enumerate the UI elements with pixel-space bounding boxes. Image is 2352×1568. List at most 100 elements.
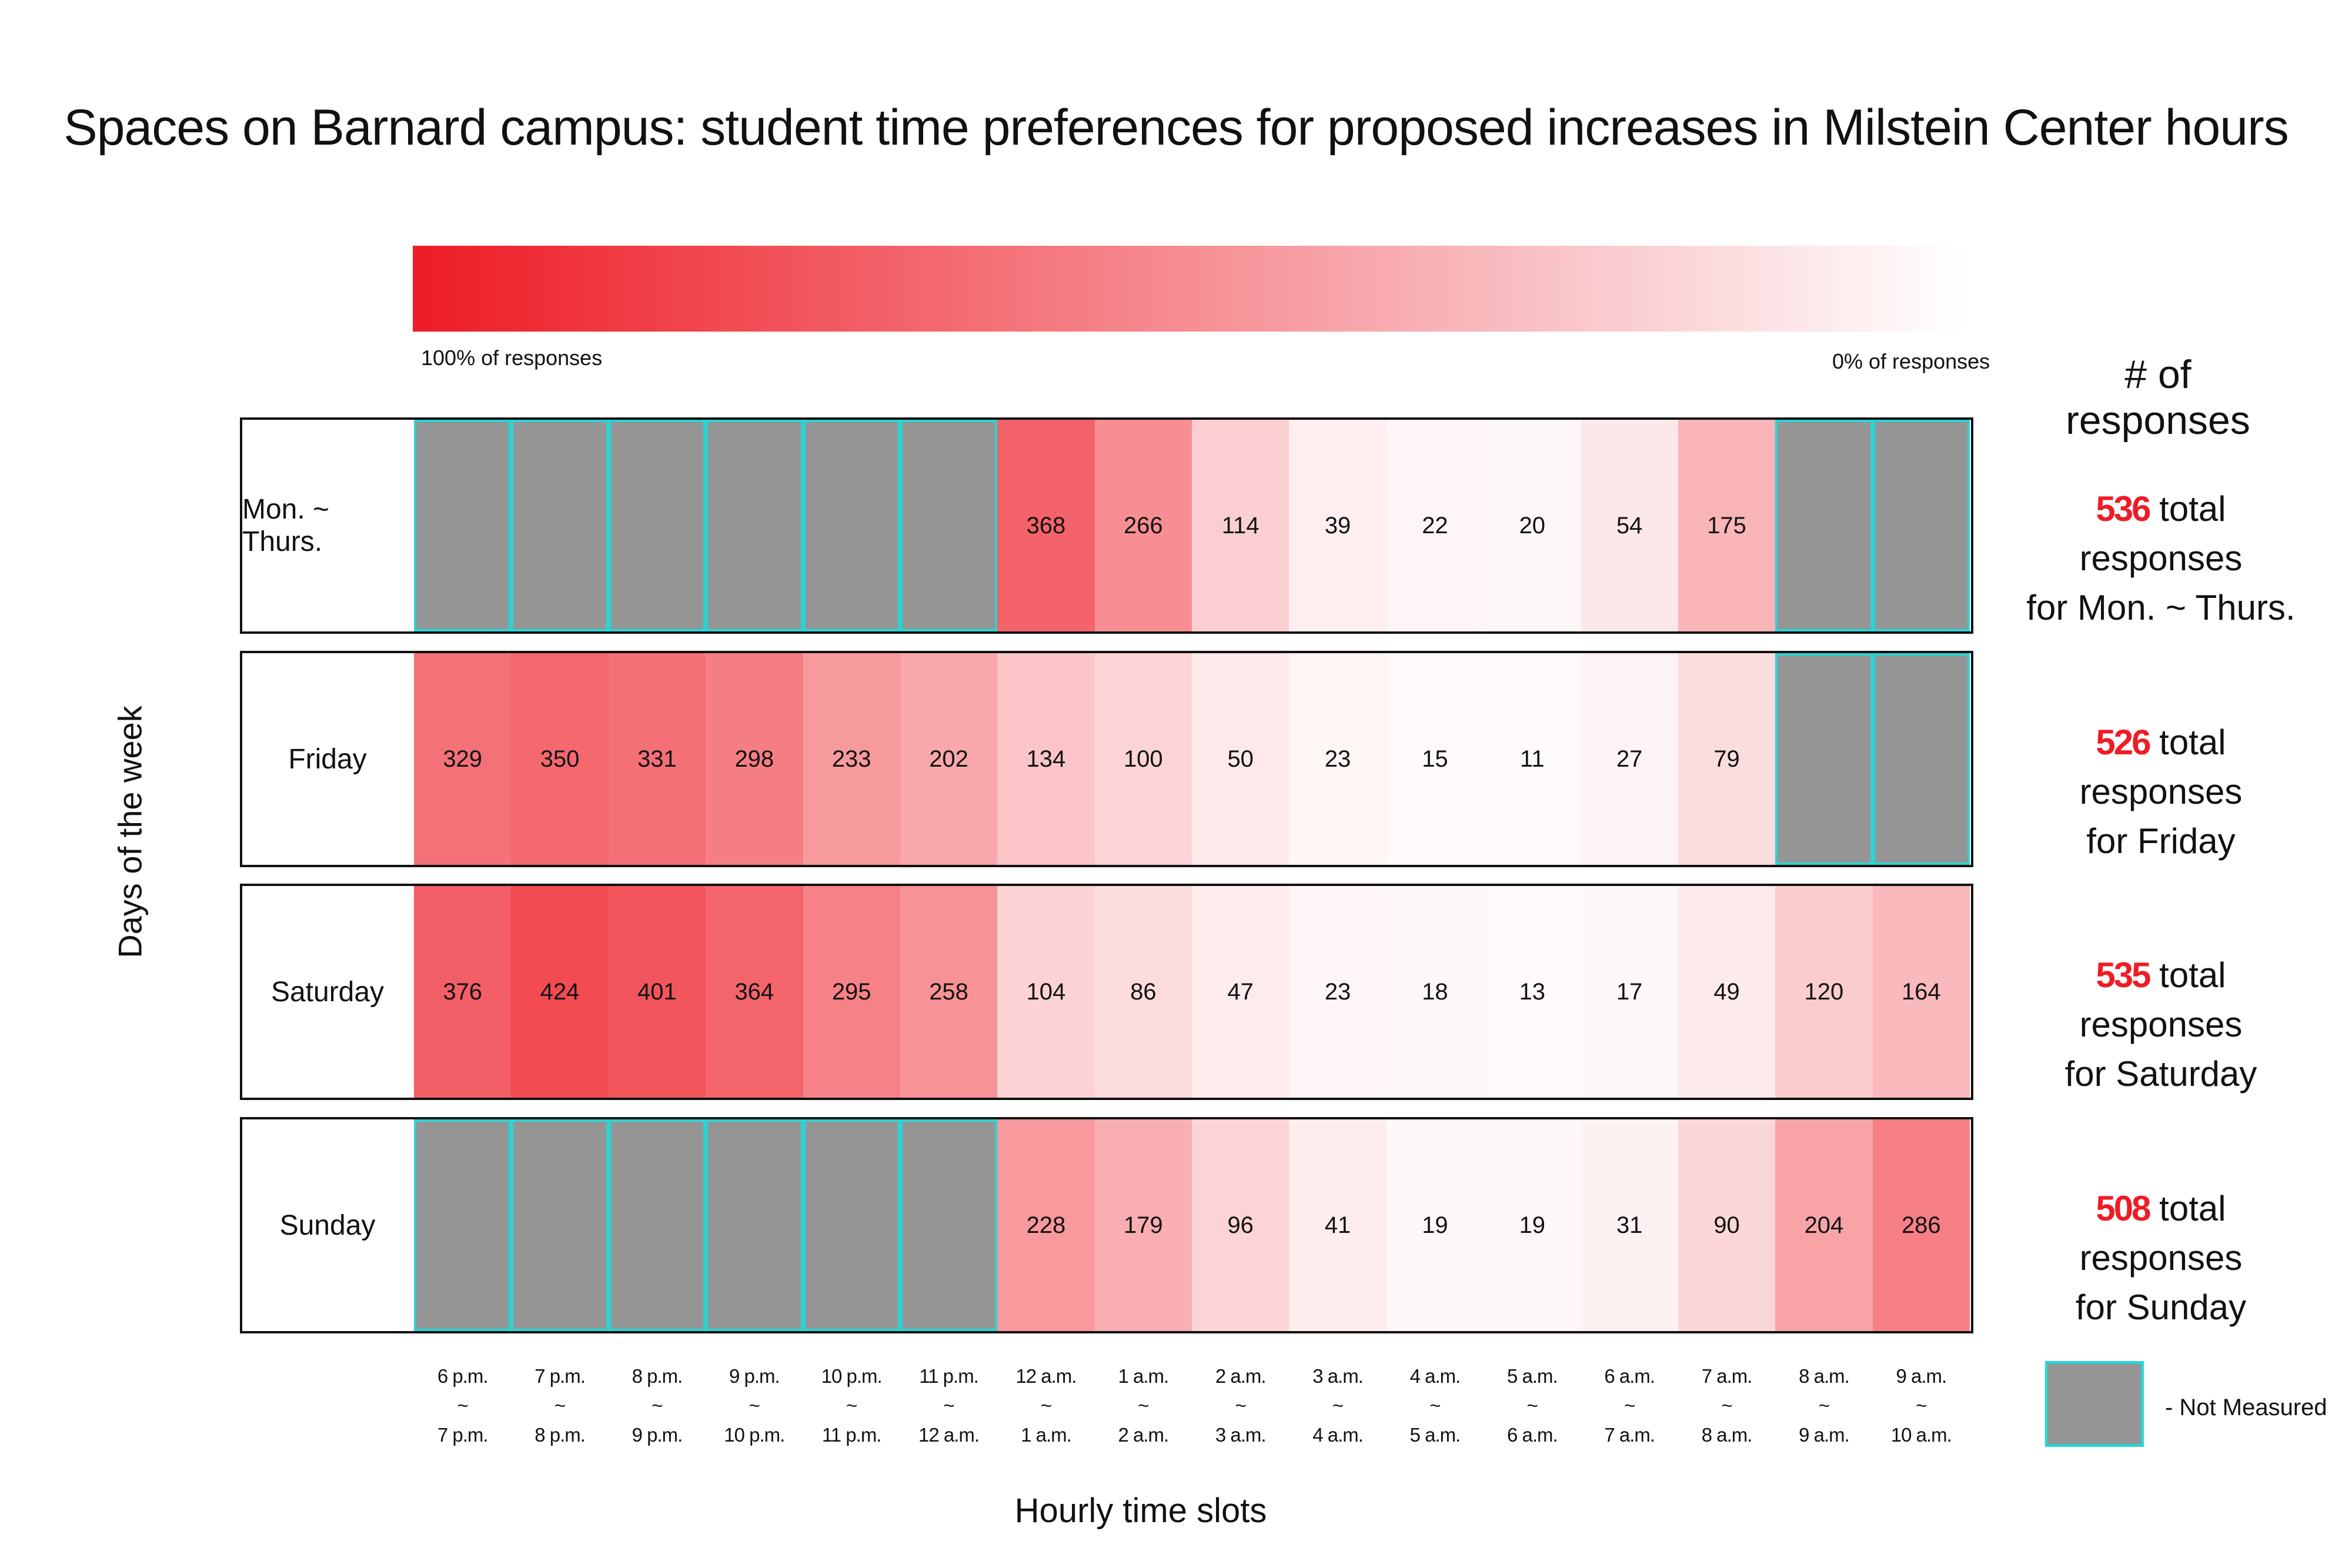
heatmap-cell: 329 (414, 653, 512, 865)
x-tick-label: 12 a.m. ~1 a.m. (999, 1362, 1093, 1450)
heatmap-cell: 364 (706, 886, 803, 1098)
heatmap-cell: 31 (1581, 1119, 1678, 1331)
total-text: total responses (2079, 723, 2243, 811)
x-tick-start: 9 p.m. (729, 1365, 780, 1387)
x-tick-start: 2 a.m. (1215, 1365, 1267, 1387)
x-tick-separator: ~ (1235, 1395, 1247, 1416)
x-tick-separator: ~ (1040, 1395, 1052, 1416)
not-measured-label: - Not Measured (2165, 1395, 2327, 1420)
x-axis-label: Hourly time slots (1014, 1492, 1267, 1530)
heatmap-cell-not-measured (803, 1119, 900, 1331)
heatmap-cell: 120 (1775, 886, 1873, 1098)
heatmap-cell: 424 (511, 886, 609, 1098)
x-tick-start: 4 a.m. (1409, 1365, 1461, 1387)
x-tick-label: 1 a.m. ~2 a.m. (1096, 1362, 1190, 1450)
heatmap-cell: 23 (1289, 886, 1387, 1098)
heatmap-cell: 11 (1484, 653, 1581, 865)
x-tick-separator: ~ (749, 1395, 760, 1416)
x-tick-start: 5 a.m. (1506, 1365, 1558, 1387)
x-tick-start: 1 a.m. (1118, 1365, 1169, 1387)
heatmap-cell: 79 (1678, 653, 1776, 865)
heatmap-cell: 47 (1192, 886, 1289, 1098)
color-scale-bar (413, 246, 1965, 332)
heatmap-cell: 298 (706, 653, 803, 865)
x-tick-label: 7 a.m. ~8 a.m. (1680, 1362, 1774, 1450)
heatmap-cell-not-measured (706, 420, 803, 631)
heatmap-cell: 17 (1581, 886, 1678, 1098)
x-tick-separator: ~ (1138, 1395, 1149, 1416)
heatmap-cell-not-measured (414, 420, 512, 631)
x-tick-label: 7 p.m. ~8 p.m. (513, 1362, 607, 1450)
heatmap-cell-not-measured (1872, 653, 1970, 865)
total-text: total responses (2079, 955, 2243, 1044)
total-count: 535 (2096, 955, 2151, 995)
x-tick-end: 12 a.m. (918, 1424, 980, 1446)
x-tick-end: 11 p.m. (821, 1424, 882, 1446)
x-tick-start: 6 a.m. (1604, 1365, 1655, 1387)
heatmap-cell: 175 (1678, 420, 1776, 631)
x-tick-label: 8 p.m. ~9 p.m. (610, 1362, 704, 1450)
heatmap-cell: 41 (1289, 1119, 1387, 1331)
total-for-day: for Sunday (2075, 1288, 2247, 1327)
x-tick-label: 6 a.m. ~7 a.m. (1582, 1362, 1676, 1450)
x-tick-start: 10 p.m. (821, 1365, 883, 1387)
row-label: Mon. ~ Thurs. (242, 494, 330, 557)
total-count: 526 (2096, 723, 2151, 762)
heatmap-cell: 376 (414, 886, 512, 1098)
heatmap-cell-not-measured (900, 1119, 998, 1331)
heatmap-cell: 54 (1581, 420, 1678, 631)
x-tick-separator: ~ (943, 1395, 954, 1416)
x-tick-end: 9 p.m. (632, 1424, 683, 1446)
total-for-day: for Mon. ~ Thurs. (2026, 588, 2296, 627)
heatmap-cell: 15 (1386, 653, 1484, 865)
heatmap-cell: 295 (803, 886, 900, 1098)
heatmap-cell: 39 (1289, 420, 1387, 631)
row-total-responses: 508 total responses for Sunday (2023, 1184, 2299, 1332)
x-tick-end: 8 a.m. (1701, 1424, 1753, 1446)
x-tick-separator: ~ (1916, 1395, 1927, 1416)
heatmap-cell: 202 (900, 653, 998, 865)
y-axis-label: Days of the week (111, 706, 149, 958)
x-tick-start: 12 a.m. (1015, 1365, 1077, 1387)
x-tick-label: 8 a.m. ~9 a.m. (1777, 1362, 1871, 1450)
x-tick-end: 3 a.m. (1215, 1424, 1267, 1446)
total-text: total responses (2079, 1189, 2243, 1278)
heatmap-cell: 401 (608, 886, 706, 1098)
x-tick-label: 6 p.m. ~7 p.m. (416, 1362, 510, 1450)
row-total-responses: 526 total responses for Friday (2023, 718, 2299, 866)
row-label: Saturday (270, 976, 385, 1008)
heatmap-cell-not-measured (608, 1119, 706, 1331)
x-tick-separator: ~ (1526, 1395, 1538, 1416)
x-tick-start: 7 p.m. (534, 1365, 586, 1387)
total-count: 536 (2096, 489, 2151, 529)
x-tick-separator: ~ (1332, 1395, 1344, 1416)
heatmap-cell-not-measured (900, 420, 998, 631)
heatmap-cell: 266 (1094, 420, 1192, 631)
x-tick-separator: ~ (554, 1395, 566, 1416)
heatmap-cell: 19 (1386, 1119, 1484, 1331)
heatmap-cell-not-measured (608, 420, 706, 631)
total-count: 508 (2096, 1189, 2151, 1228)
heatmap-cell: 228 (997, 1119, 1095, 1331)
x-tick-end: 9 a.m. (1799, 1424, 1850, 1446)
x-tick-label: 4 a.m. ~5 a.m. (1388, 1362, 1482, 1450)
heatmap-cell: 96 (1192, 1119, 1289, 1331)
x-tick-separator: ~ (1624, 1395, 1635, 1416)
heatmap-cell: 20 (1484, 420, 1581, 631)
chart-title: Spaces on Barnard campus: student time p… (64, 99, 2289, 156)
x-tick-label: 3 a.m. ~4 a.m. (1291, 1362, 1385, 1450)
heatmap-cell: 114 (1192, 420, 1289, 631)
x-tick-separator: ~ (846, 1395, 857, 1416)
heatmap-cell: 86 (1094, 886, 1192, 1098)
heatmap-cell-not-measured (1872, 420, 1970, 631)
x-tick-label: 5 a.m. ~6 a.m. (1485, 1362, 1579, 1450)
heatmap-cell: 204 (1775, 1119, 1873, 1331)
heatmap-cell-not-measured (1775, 653, 1873, 865)
row-label: Friday (288, 743, 367, 775)
not-measured-swatch (2045, 1361, 2144, 1447)
row-label: Sunday (279, 1209, 376, 1241)
heatmap-cell: 18 (1386, 886, 1484, 1098)
responses-header: # of responses (2066, 352, 2250, 443)
color-scale-min-label: 0% of responses (1832, 349, 1990, 373)
x-tick-end: 10 a.m. (1890, 1424, 1952, 1446)
